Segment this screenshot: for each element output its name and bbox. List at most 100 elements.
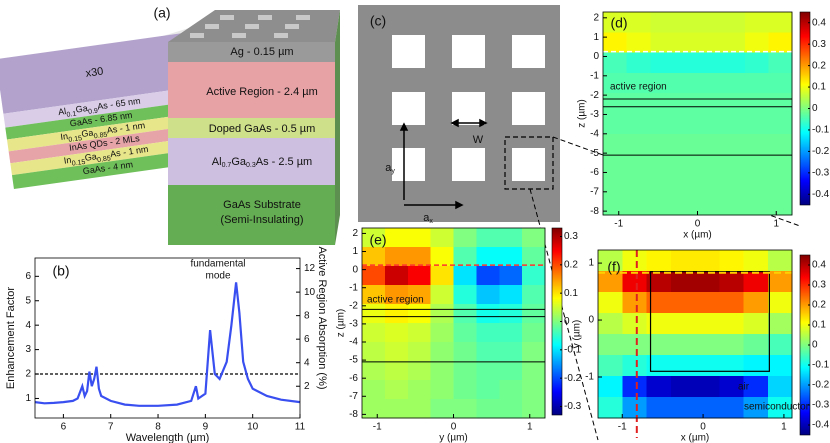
heat-cell xyxy=(650,194,675,216)
plot-frame xyxy=(597,249,793,419)
heat-cell xyxy=(767,334,793,356)
heat-cell xyxy=(384,323,409,343)
layer xyxy=(5,100,198,140)
text-part: Ga xyxy=(75,103,88,115)
heat-cell xyxy=(697,194,722,216)
heat-cell xyxy=(603,194,628,216)
heat-cell xyxy=(476,304,500,324)
text-part: GaAs Substrate xyxy=(223,199,301,211)
x-axis-label: x (µm) xyxy=(681,433,710,443)
colorbar-tick-label: -0.2 xyxy=(564,373,582,384)
y-tick-label: -7 xyxy=(349,391,358,402)
colorbar-tick-label: -0.3 xyxy=(812,400,830,411)
y-tick-label: 1 xyxy=(588,258,594,269)
label: (Semi-Insulating) xyxy=(220,214,303,226)
text-part: In xyxy=(63,155,72,166)
heat-cell xyxy=(430,304,454,324)
heat-cell xyxy=(522,380,546,400)
y-tick-label: 2 xyxy=(593,12,599,23)
heat-cell xyxy=(476,266,500,286)
heat-cell xyxy=(626,174,651,196)
y-axis-label: z (µm) xyxy=(577,99,588,128)
heat-cell xyxy=(721,32,746,54)
heat-cell xyxy=(695,250,720,272)
plot-frame xyxy=(34,257,301,419)
label: Active Region - 2.4 µm xyxy=(206,86,318,98)
text-part: W xyxy=(473,134,484,146)
heat-cell xyxy=(476,285,500,305)
colorbar-tick-label: -0.1 xyxy=(812,125,830,136)
heat-cell xyxy=(697,174,722,196)
heat-cell xyxy=(603,72,628,94)
heat-cell xyxy=(697,52,722,74)
heat-cell xyxy=(673,174,698,196)
colorbar-tick-label: 0.4 xyxy=(812,260,826,271)
heat-cell xyxy=(768,52,793,74)
heat-cell xyxy=(407,247,432,267)
y-axis-label: Enhancement Factor xyxy=(5,287,17,389)
heat-cell xyxy=(622,376,647,398)
heat-cell xyxy=(743,292,769,314)
heat-cell xyxy=(453,323,477,343)
heat-cell xyxy=(721,72,746,94)
heat-cell xyxy=(476,247,500,267)
heat-cell xyxy=(743,355,769,377)
heat-cell xyxy=(767,355,793,377)
layer xyxy=(168,62,335,118)
heat-cell xyxy=(721,194,746,216)
heat-cell xyxy=(744,93,769,114)
heat-cell xyxy=(603,52,628,74)
heat-cell xyxy=(622,250,647,272)
heat-cell xyxy=(499,361,523,381)
heat-cell xyxy=(670,313,696,335)
heat-cell xyxy=(362,380,386,400)
layer xyxy=(6,112,199,152)
unit-cell xyxy=(504,136,554,190)
y-tick-label: 1 xyxy=(352,246,358,257)
text-part: Active Region - 2.4 µm xyxy=(206,86,318,98)
y-tick-label: 5 xyxy=(25,295,31,306)
heat-cell xyxy=(598,376,623,398)
heat-cell xyxy=(719,355,744,377)
y-axis-label: z (µm) xyxy=(336,309,347,338)
x-tick-label: 6 xyxy=(61,422,67,433)
heat-cell xyxy=(384,342,409,362)
heat-cell xyxy=(603,174,628,196)
heat-cell xyxy=(499,247,523,267)
y2-tick-label: 6 xyxy=(304,334,310,345)
heat-cell xyxy=(499,399,523,419)
heat-cell xyxy=(744,133,769,155)
y-tick-label: 0 xyxy=(352,264,358,275)
heat-cell xyxy=(626,12,651,33)
text-part: Ga xyxy=(84,152,97,164)
heat-cell xyxy=(670,271,696,293)
heat-cell xyxy=(768,32,793,54)
heat-cell xyxy=(767,397,793,419)
y-tick-label: 0 xyxy=(593,51,599,62)
y2-tick-label: 8 xyxy=(304,310,310,321)
heat-cell xyxy=(598,292,623,314)
heat-cell xyxy=(522,304,546,324)
y2-tick-label: 10 xyxy=(304,287,316,298)
heat-cell xyxy=(522,247,546,267)
panel-c xyxy=(358,5,801,441)
x-tick-label: 1 xyxy=(781,422,787,433)
x-axis-label: Wavelength (µm) xyxy=(126,432,210,443)
colorbar-tick-label: 0.1 xyxy=(564,288,578,299)
layer xyxy=(168,138,335,185)
heat-cell xyxy=(407,228,432,248)
heat-cell xyxy=(362,285,386,305)
x-tick-label: 10 xyxy=(247,422,259,433)
heat-cell xyxy=(721,154,746,175)
heat-cell xyxy=(646,250,672,272)
colorbar-tick-label: -0.4 xyxy=(812,189,830,200)
heat-cell xyxy=(453,361,477,381)
heat-cell xyxy=(719,292,744,314)
heat-cell xyxy=(362,304,386,324)
colorbar-tick-label: -0.3 xyxy=(564,401,582,412)
colorbar-tick-label: -0.3 xyxy=(812,167,830,178)
text-part: (Semi-Insulating) xyxy=(220,214,303,226)
colorbar-tick-label: 0.2 xyxy=(564,259,578,270)
x-tick-label: 11 xyxy=(295,422,306,433)
